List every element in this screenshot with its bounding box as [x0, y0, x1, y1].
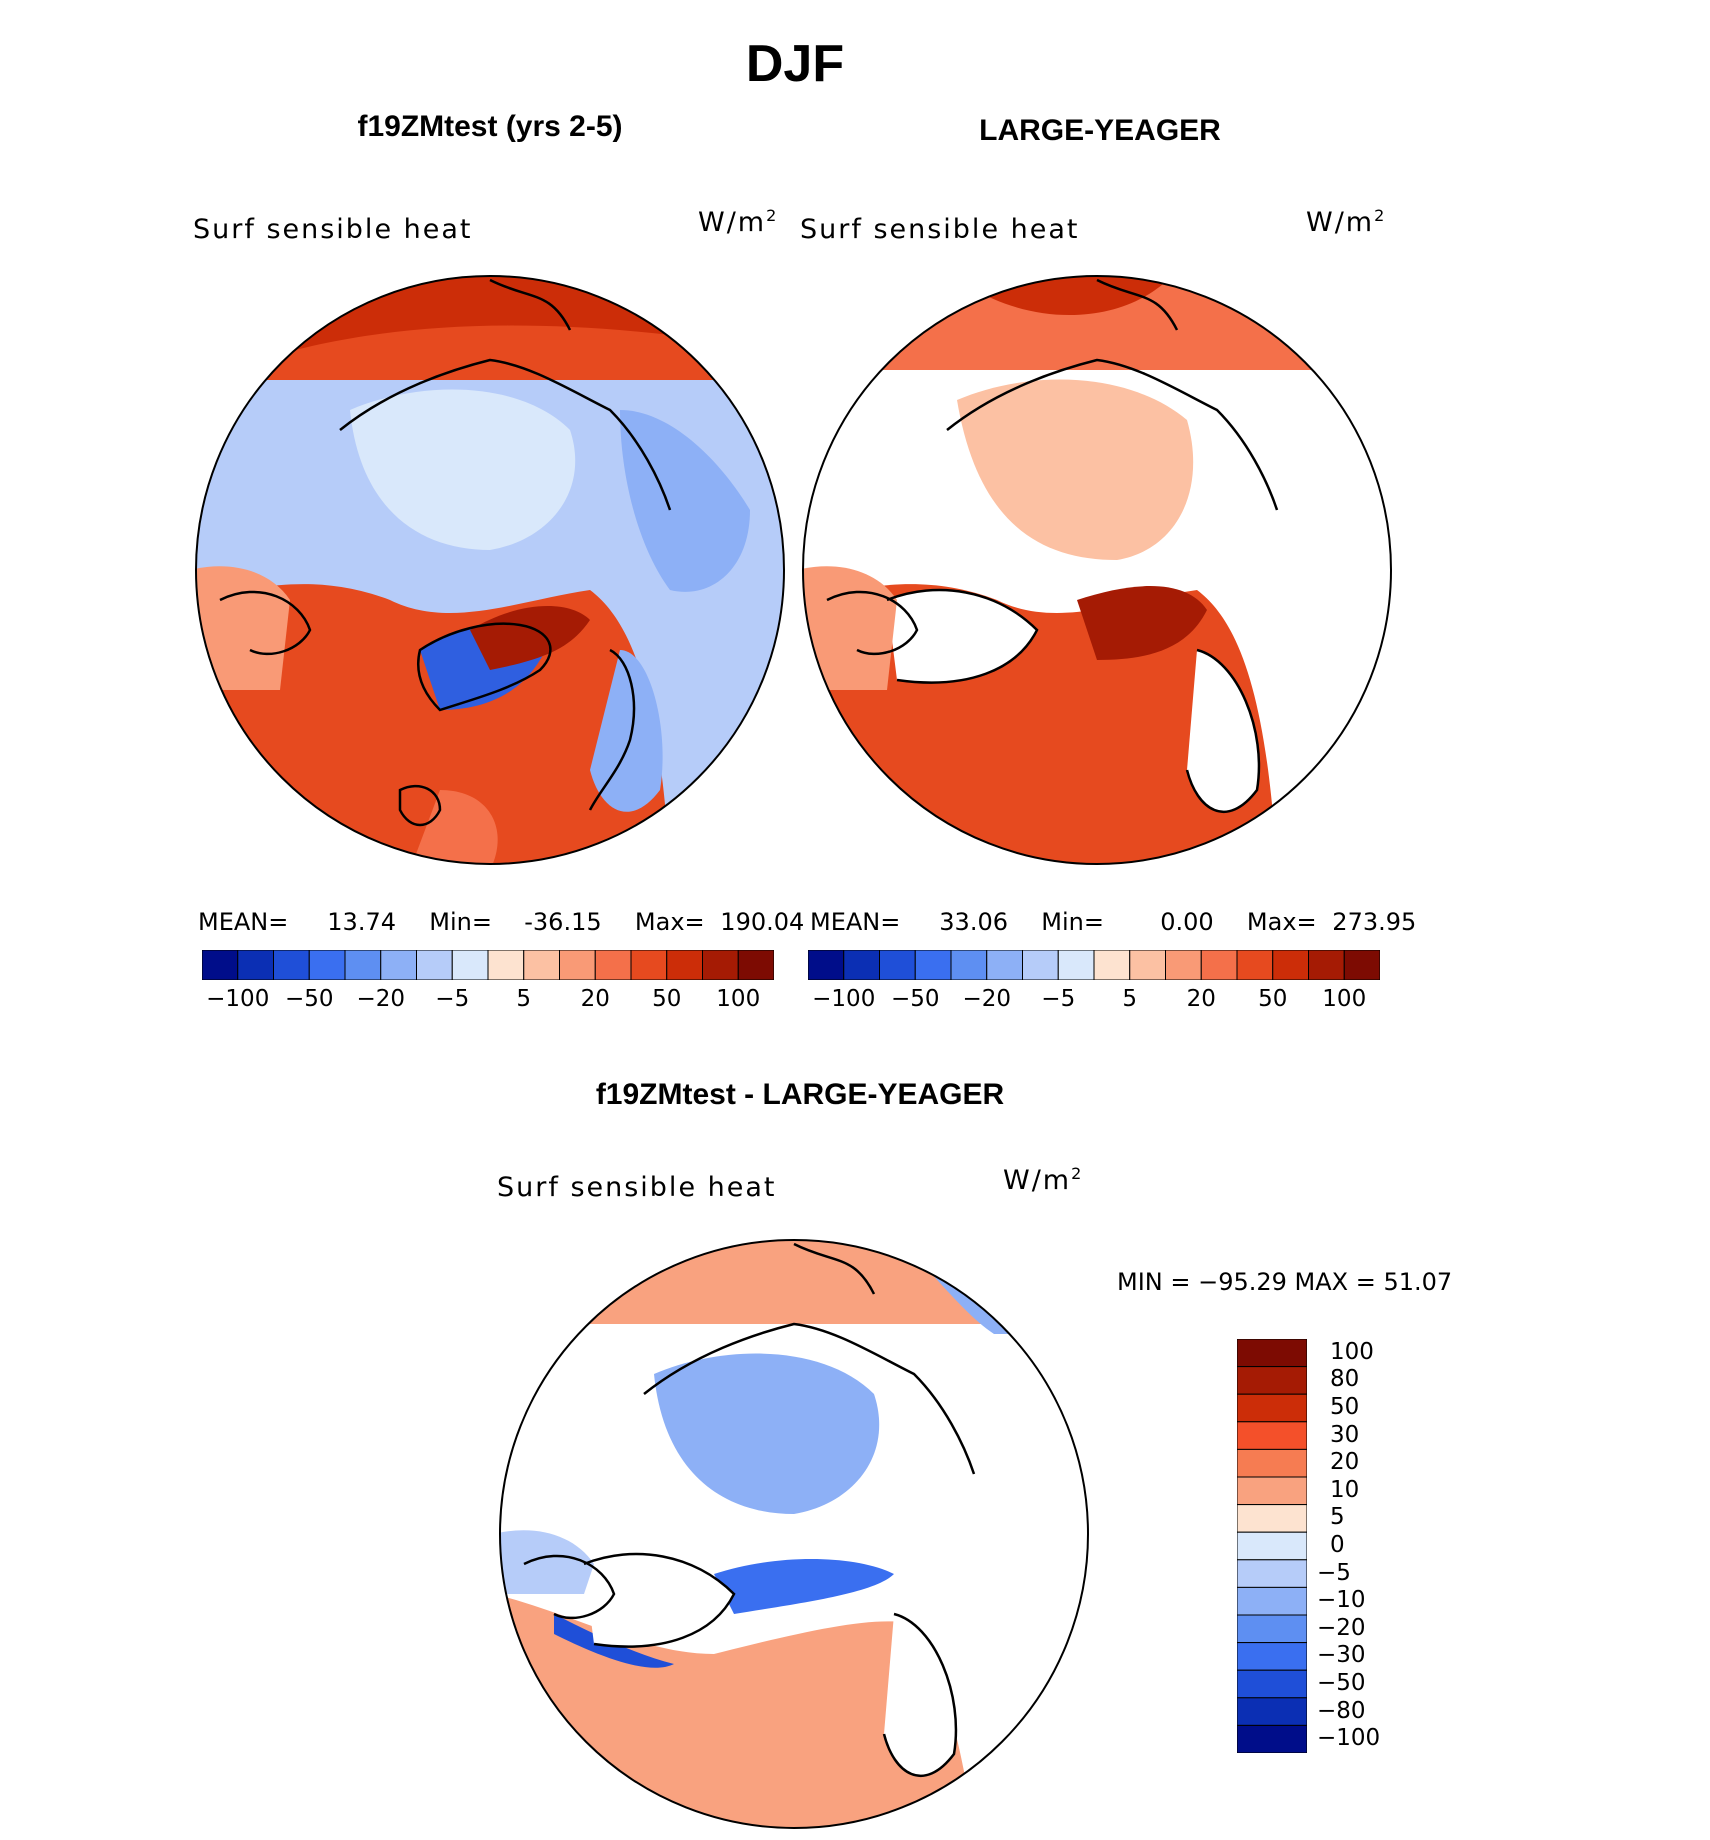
colorbar-tick-label: −20: [1317, 1614, 1366, 1641]
panel2-map: [802, 275, 1392, 865]
diff-variable-label: Surf sensible heat: [497, 1172, 777, 1203]
panel1-colorbar: [202, 950, 774, 980]
colorbar-tick-label: −30: [1317, 1642, 1366, 1669]
colorbar-swatch: [1237, 1448, 1307, 1478]
diff-title: f19ZMtest - LARGE-YEAGER: [595, 1078, 1005, 1111]
colorbar-swatch: [1237, 1339, 1307, 1368]
colorbar-swatch: [1237, 1476, 1307, 1506]
colorbar-tick-label: 10: [1330, 1476, 1360, 1503]
colorbar-tick-label: 5: [1122, 986, 1138, 1012]
colorbar-swatch: [1200, 950, 1238, 980]
colorbar-swatch: [737, 950, 774, 980]
panel1-units: W/m2: [698, 206, 779, 238]
panel1-map: [195, 275, 785, 865]
colorbar-swatch: [1237, 1614, 1307, 1644]
colorbar-swatch: [594, 950, 632, 980]
colorbar-tick-label: 20: [1330, 1449, 1360, 1476]
colorbar-swatch: [237, 950, 274, 980]
colorbar-swatch: [1165, 950, 1202, 980]
colorbar-tick-label: 100: [1330, 1338, 1374, 1365]
colorbar-tick-label: 100: [716, 986, 761, 1012]
colorbar-tick-label: −50: [284, 986, 334, 1012]
colorbar-swatch: [1272, 950, 1309, 980]
colorbar-tick-label: 5: [1330, 1504, 1345, 1531]
colorbar-swatch: [1237, 1366, 1307, 1395]
panel2-colorbar: [808, 950, 1380, 980]
colorbar-tick-label: −80: [1317, 1697, 1366, 1724]
colorbar-tick-label: −5: [435, 986, 470, 1012]
colorbar-tick-label: −5: [1041, 986, 1076, 1012]
colorbar-tick-label: 20: [580, 986, 610, 1012]
colorbar-swatch: [702, 950, 739, 980]
colorbar-swatch: [1237, 1697, 1307, 1726]
colorbar-swatch: [950, 950, 988, 980]
colorbar-swatch: [879, 950, 916, 980]
panel1-stats: MEAN= 13.74 Min= -36.15 Max= 190.04: [198, 908, 805, 936]
colorbar-swatch: [1022, 950, 1059, 980]
colorbar-swatch: [344, 950, 382, 980]
colorbar-tick-label: 0: [1330, 1532, 1345, 1558]
diff-stats: MIN = −95.29 MAX = 51.07: [1117, 1268, 1453, 1296]
colorbar-swatch: [843, 950, 880, 980]
colorbar-swatch: [487, 950, 525, 980]
colorbar-swatch: [380, 950, 417, 980]
colorbar-tick-label: 100: [1322, 986, 1367, 1012]
colorbar-swatch: [451, 950, 489, 980]
colorbar-swatch: [273, 950, 310, 980]
colorbar-swatch: [1237, 1669, 1307, 1699]
colorbar-tick-label: −20: [962, 986, 1012, 1012]
colorbar-swatch: [1308, 950, 1345, 980]
colorbar-swatch: [1237, 1586, 1307, 1616]
colorbar-tick-label: 20: [1186, 986, 1216, 1012]
diff-map: [499, 1239, 1089, 1829]
colorbar-swatch: [630, 950, 668, 980]
colorbar-swatch: [1237, 1421, 1307, 1450]
colorbar-tick-label: −100: [812, 986, 876, 1012]
colorbar-tick-label: −10: [1317, 1587, 1366, 1614]
colorbar-swatch: [1236, 950, 1274, 980]
colorbar-tick-label: 50: [652, 986, 682, 1012]
colorbar-tick-label: 50: [1330, 1394, 1360, 1420]
panel2-units: W/m2: [1306, 206, 1387, 238]
colorbar-tick-label: −50: [890, 986, 940, 1012]
colorbar-swatch: [986, 950, 1023, 980]
colorbar-swatch: [416, 950, 453, 980]
colorbar-tick-label: 30: [1330, 1421, 1360, 1448]
diff-units: W/m2: [1003, 1164, 1084, 1196]
colorbar-swatch: [559, 950, 596, 980]
colorbar-tick-label: −5: [1317, 1559, 1351, 1586]
colorbar-swatch: [1237, 1642, 1307, 1671]
diff-colorbar: [1237, 1339, 1307, 1753]
colorbar-swatch: [523, 950, 560, 980]
colorbar-swatch: [1057, 950, 1095, 980]
colorbar-tick-label: −50: [1317, 1670, 1366, 1696]
colorbar-swatch: [202, 950, 239, 980]
colorbar-tick-label: 80: [1330, 1366, 1360, 1393]
colorbar-tick-label: −20: [356, 986, 406, 1012]
panel1-title: f19ZMtest (yrs 2-5): [357, 110, 623, 143]
colorbar-swatch: [1237, 1724, 1307, 1753]
colorbar-swatch: [808, 950, 845, 980]
panel2-title: LARGE-YEAGER: [979, 114, 1221, 147]
panel2-stats: MEAN= 33.06 Min= 0.00 Max= 273.95: [810, 908, 1417, 936]
colorbar-swatch: [1343, 950, 1380, 980]
panel1-variable-label: Surf sensible heat: [193, 214, 473, 245]
figure-title: DJF: [745, 35, 845, 93]
colorbar-swatch: [1237, 1559, 1307, 1588]
colorbar-tick-label: −100: [1317, 1725, 1381, 1752]
colorbar-swatch: [1237, 1504, 1307, 1533]
colorbar-swatch: [1237, 1531, 1307, 1561]
colorbar-swatch: [1237, 1393, 1307, 1423]
panel2-variable-label: Surf sensible heat: [800, 214, 1080, 245]
colorbar-swatch: [1129, 950, 1166, 980]
colorbar-tick-label: 50: [1258, 986, 1288, 1012]
colorbar-swatch: [914, 950, 952, 980]
colorbar-tick-label: −100: [206, 986, 270, 1012]
colorbar-swatch: [308, 950, 346, 980]
colorbar-tick-label: 5: [516, 986, 532, 1012]
colorbar-swatch: [1093, 950, 1131, 980]
colorbar-swatch: [666, 950, 703, 980]
